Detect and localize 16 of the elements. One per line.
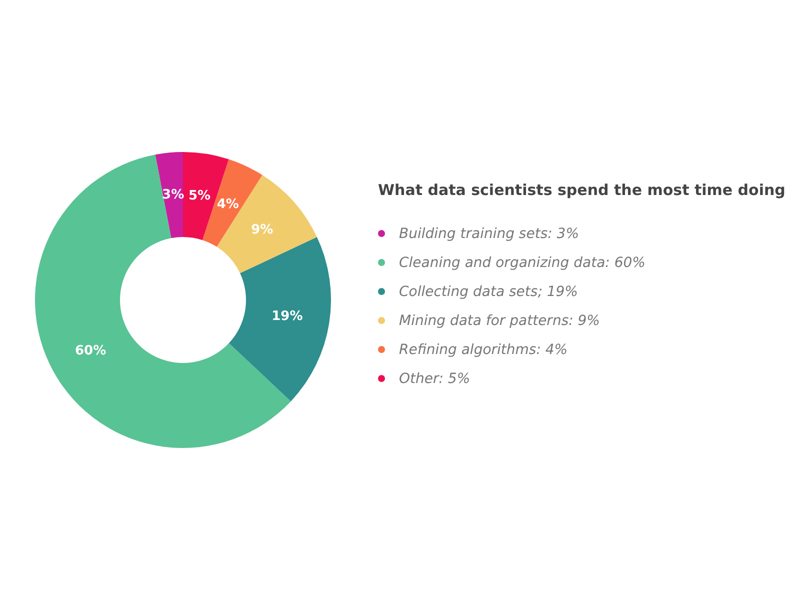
legend-label: Mining data for patterns: 9% xyxy=(399,312,600,328)
data-label: 9% xyxy=(251,222,274,238)
data-label: 3% xyxy=(162,187,184,202)
legend-label: Collecting data sets; 19% xyxy=(399,284,578,300)
legend-label: Building training sets: 3% xyxy=(399,226,579,242)
legend-label: Other: 5% xyxy=(399,370,470,386)
legend-label: Cleaning and organizing data: 60% xyxy=(399,254,646,270)
data-label: 60% xyxy=(74,343,106,358)
data-label: 5% xyxy=(188,188,211,204)
donut-slice xyxy=(216,175,317,274)
donut-slice xyxy=(155,152,183,238)
data-label: 19% xyxy=(272,309,303,324)
legend-label: Refining algorithms: 4% xyxy=(399,342,568,358)
data-label: 4% xyxy=(216,197,239,212)
donut-slice xyxy=(228,236,331,402)
text: What data scientists spend the most time doing xyxy=(378,181,786,199)
